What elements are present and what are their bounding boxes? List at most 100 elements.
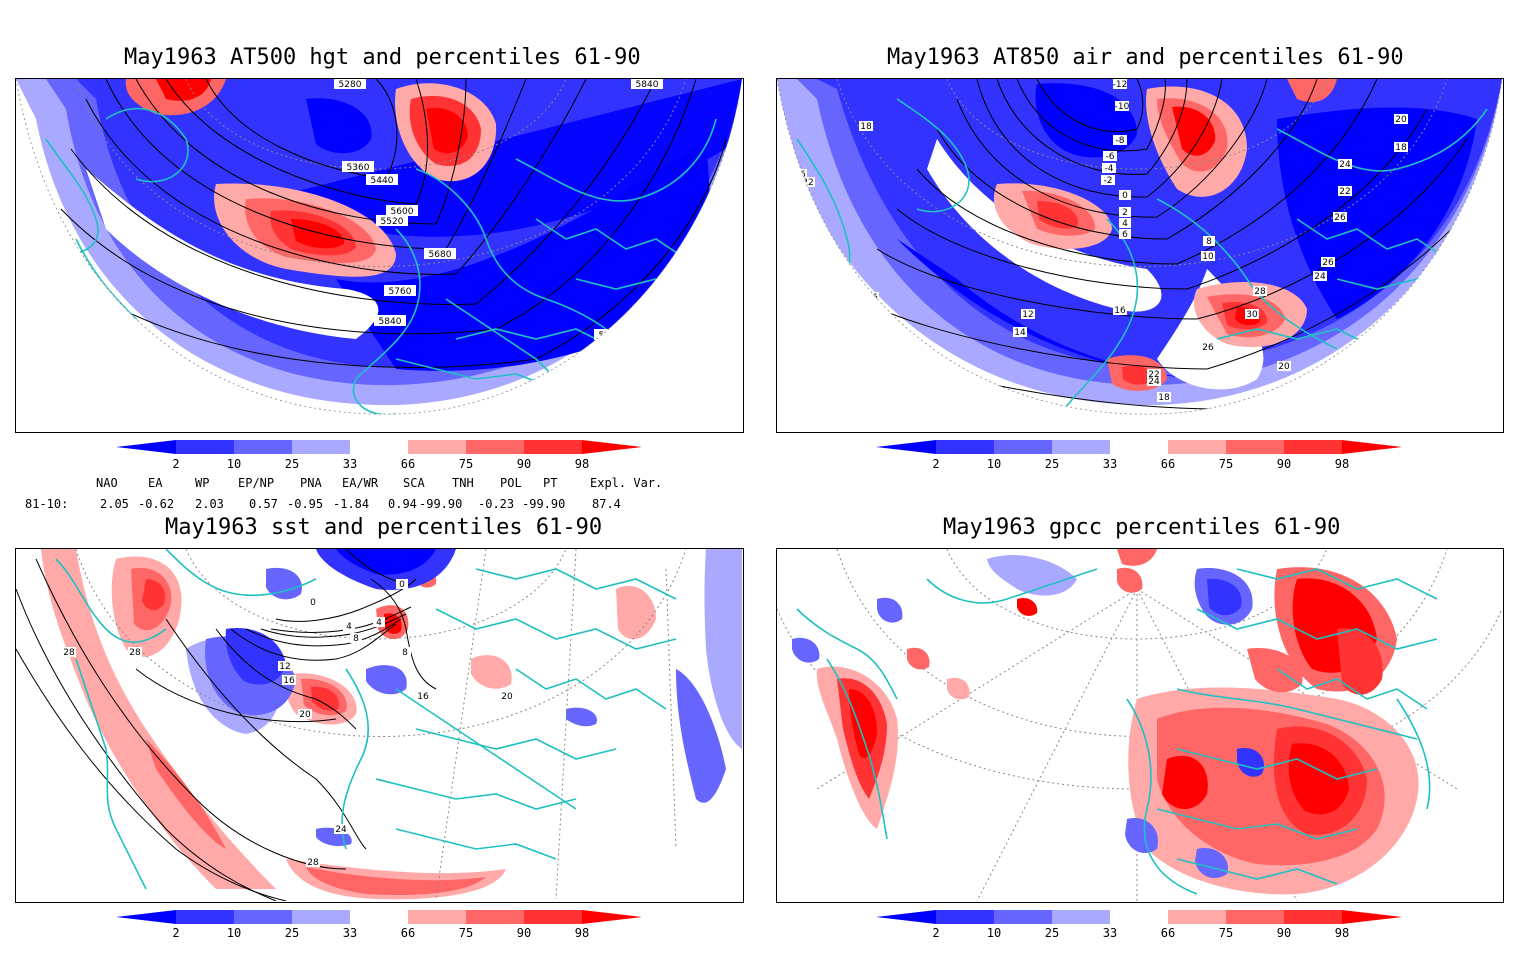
index-header: PT	[543, 476, 558, 490]
contour-label: 5840	[379, 317, 402, 327]
map-panel-gpcc	[776, 548, 1504, 903]
colorbar-label: 98	[1335, 457, 1349, 471]
colorbar-label: 2	[932, 926, 939, 940]
contour-label: 5680	[429, 250, 452, 260]
contour-label: 24	[1148, 377, 1160, 387]
contour-label: 22	[802, 178, 813, 188]
colorbar-label: 25	[285, 926, 299, 940]
contour-label: 26	[1334, 213, 1346, 223]
contour-label: 5520	[381, 217, 404, 227]
contour-label: 5840	[636, 80, 659, 90]
index-header: TNH	[452, 476, 474, 490]
contour-label: 0	[310, 598, 316, 608]
contour-label: -10	[1115, 102, 1130, 112]
colorbar-label: 33	[1103, 457, 1117, 471]
colorbar-label: 10	[987, 926, 1001, 940]
contour-label: 0	[399, 580, 405, 590]
colorbar-label: 25	[1045, 457, 1059, 471]
contour-label: 16	[283, 676, 295, 686]
colorbar-label: 33	[343, 457, 357, 471]
index-row-label: 81-10:	[25, 497, 69, 511]
contour-label: 20	[1395, 115, 1407, 125]
contour-label: -12	[1113, 80, 1128, 90]
index-value: -0.23	[478, 497, 515, 511]
contour-label: 22	[1148, 370, 1159, 380]
index-value: -99.90	[522, 497, 566, 511]
index-value: 2.05	[100, 497, 129, 511]
colorbar-label: 33	[343, 926, 357, 940]
contour-label: 20	[501, 692, 513, 702]
panel-title-gpcc: May1963 gpcc percentiles 61-90	[943, 515, 1341, 540]
contour-label: 26	[1322, 258, 1334, 268]
contour-label: -6	[1106, 152, 1115, 162]
index-header: SCA	[403, 476, 425, 490]
contour-label: 24	[1339, 160, 1351, 170]
map-panel-hgt: 5280 5360 5440 5520 5600 5680 5760 5840 …	[15, 78, 744, 433]
contour-label: 24	[335, 825, 347, 835]
contour-label: 26	[1202, 343, 1214, 353]
colorbar-label: 10	[227, 457, 241, 471]
contour-label: 12	[1022, 310, 1033, 320]
contour-label: 28	[307, 858, 319, 868]
contour-label: -4	[1105, 164, 1114, 174]
map-panel-sst: 0 0 4 4 8 8 12 16 16 20 20 24 28 28 28	[15, 548, 744, 903]
colorbar-label: 75	[1219, 926, 1233, 940]
index-header: WP	[195, 476, 210, 490]
contour-label: 4	[1122, 219, 1128, 229]
colorbar-label: 66	[1161, 457, 1175, 471]
contour-label: 6	[1122, 230, 1128, 240]
index-value: -99.90	[419, 497, 463, 511]
colorbar-label: 98	[575, 457, 589, 471]
contour-label: 30	[1246, 310, 1258, 320]
colorbar-top-left: 2 10 25 33 66 75 90 98	[116, 440, 646, 488]
contour-label: 8	[402, 648, 408, 658]
index-value: -1.84	[333, 497, 370, 511]
colorbar-label: 66	[401, 926, 415, 940]
colorbar-top-right: 2 10 25 33 66 75 90 98	[876, 440, 1406, 488]
index-header: POL	[500, 476, 522, 490]
colorbar-label: 25	[285, 457, 299, 471]
contour-label: 16	[417, 692, 429, 702]
contour-label: 5440	[371, 176, 394, 186]
contour-label: 0	[1122, 191, 1128, 201]
colorbar-bottom-left: 2 10 25 33 66 75 90 98	[116, 910, 646, 958]
colorbar-label: 66	[1161, 926, 1175, 940]
contour-label: 20	[299, 710, 311, 720]
contour-label: 20	[1278, 362, 1290, 372]
contour-label: 18	[1158, 393, 1170, 403]
contour-label: -8	[1116, 136, 1125, 146]
index-value: 2.03	[195, 497, 224, 511]
contour-label: 28	[129, 648, 141, 658]
contour-label: 24	[1314, 272, 1326, 282]
colorbar-label: 10	[987, 457, 1001, 471]
index-header: EA	[148, 476, 163, 490]
panel-title-sst: May1963 sst and percentiles 61-90	[165, 515, 603, 540]
contour-label: 5760	[389, 287, 412, 297]
colorbar-label: 98	[575, 926, 589, 940]
index-header: NAO	[96, 476, 118, 490]
colorbar-bottom-right: 2 10 25 33 66 75 90 98	[876, 910, 1406, 958]
contour-label: 16	[1114, 306, 1126, 316]
contour-label: 8	[1206, 237, 1212, 247]
contour-label: 18	[860, 122, 872, 132]
colorbar-label: 75	[459, 926, 473, 940]
map-panel-air: -12 -10 -8 -6 -4 -2 0 2 4 6 8 10 12 14 1…	[776, 78, 1504, 433]
colorbar-label: 90	[1277, 457, 1291, 471]
colorbar-label: 66	[401, 457, 415, 471]
contour-label: 14	[1014, 328, 1026, 338]
index-header: EP/NP	[238, 476, 275, 490]
index-value: -0.95	[287, 497, 324, 511]
index-value: 0.57	[249, 497, 278, 511]
colorbar-label: 98	[1335, 926, 1349, 940]
contour-label: 22	[1339, 187, 1350, 197]
contour-label: 5600	[391, 207, 414, 217]
contour-label: 28	[1254, 287, 1266, 297]
index-value: 87.4	[592, 497, 621, 511]
colorbar-label: 90	[1277, 926, 1291, 940]
contour-label: 4	[376, 618, 382, 628]
colorbar-label: 25	[1045, 926, 1059, 940]
index-header: PNA	[300, 476, 322, 490]
index-value: -0.62	[138, 497, 175, 511]
colorbar-label: 2	[172, 457, 179, 471]
colorbar-label: 10	[227, 926, 241, 940]
